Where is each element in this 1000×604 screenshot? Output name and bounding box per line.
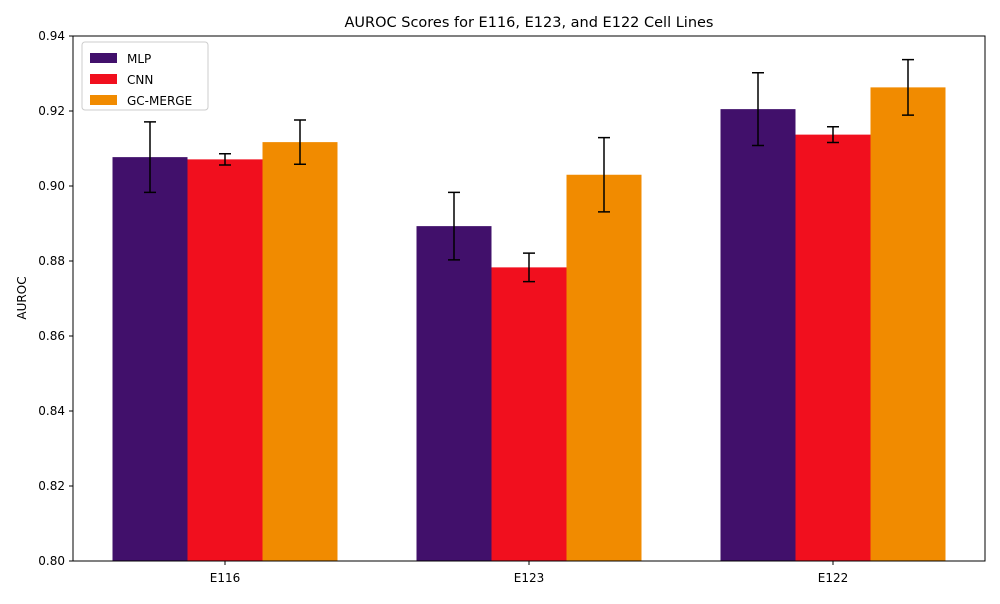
bar-mlp-e116 bbox=[112, 157, 188, 561]
legend-label-mlp: MLP bbox=[127, 52, 151, 66]
legend-label-gc-merge: GC-MERGE bbox=[127, 94, 192, 108]
legend-swatch-gc-merge bbox=[90, 95, 117, 105]
error-bar-mlp-e122 bbox=[752, 72, 764, 147]
bar-gc-merge-e123 bbox=[566, 174, 642, 561]
bar-mlp-e123 bbox=[416, 226, 492, 561]
error-bar-mlp-e123 bbox=[448, 191, 460, 261]
error-bar-gc-merge-e122 bbox=[902, 58, 914, 116]
bar-cnn-e116 bbox=[187, 159, 263, 561]
error-bar-gc-merge-e123 bbox=[598, 136, 610, 213]
bar-gc-merge-e122 bbox=[870, 87, 946, 561]
error-bar-mlp-e116 bbox=[144, 121, 156, 194]
x-tick-label: E116 bbox=[210, 571, 241, 585]
bar-mlp-e122 bbox=[720, 109, 796, 561]
legend-swatch-cnn bbox=[90, 74, 117, 84]
legend-swatch-mlp bbox=[90, 53, 117, 63]
y-tick-label: 0.82 bbox=[38, 479, 65, 493]
y-tick-label: 0.94 bbox=[38, 29, 65, 43]
y-axis-label: AUROC bbox=[15, 276, 29, 319]
error-bar-cnn-e122 bbox=[827, 126, 839, 144]
x-tick-label: E122 bbox=[818, 571, 849, 585]
y-tick-label: 0.88 bbox=[38, 254, 65, 268]
y-tick-label: 0.90 bbox=[38, 179, 65, 193]
bar-cnn-e122 bbox=[795, 134, 871, 561]
error-bar-gc-merge-e116 bbox=[294, 119, 306, 165]
legend: MLP CNN GC-MERGE bbox=[81, 41, 209, 111]
legend-label-cnn: CNN bbox=[127, 73, 153, 87]
y-tick-label: 0.84 bbox=[38, 404, 65, 418]
x-tick-label: E123 bbox=[514, 571, 545, 585]
y-tick-label: 0.80 bbox=[38, 554, 65, 568]
error-bar-cnn-e123 bbox=[523, 252, 535, 283]
y-tick-label: 0.86 bbox=[38, 329, 65, 343]
plot-area: 0.80 0.82 0.84 0.86 0.88 0.90 0.92 0.94 E116 E123… bbox=[38, 29, 986, 585]
error-bar-cnn-e116 bbox=[219, 153, 231, 166]
bar-cnn-e123 bbox=[491, 267, 567, 561]
bar-gc-merge-e116 bbox=[262, 142, 338, 561]
y-tick-label: 0.92 bbox=[38, 104, 65, 118]
chart-title: AUROC Scores for E116, E123, and E122 Ce… bbox=[344, 15, 713, 31]
